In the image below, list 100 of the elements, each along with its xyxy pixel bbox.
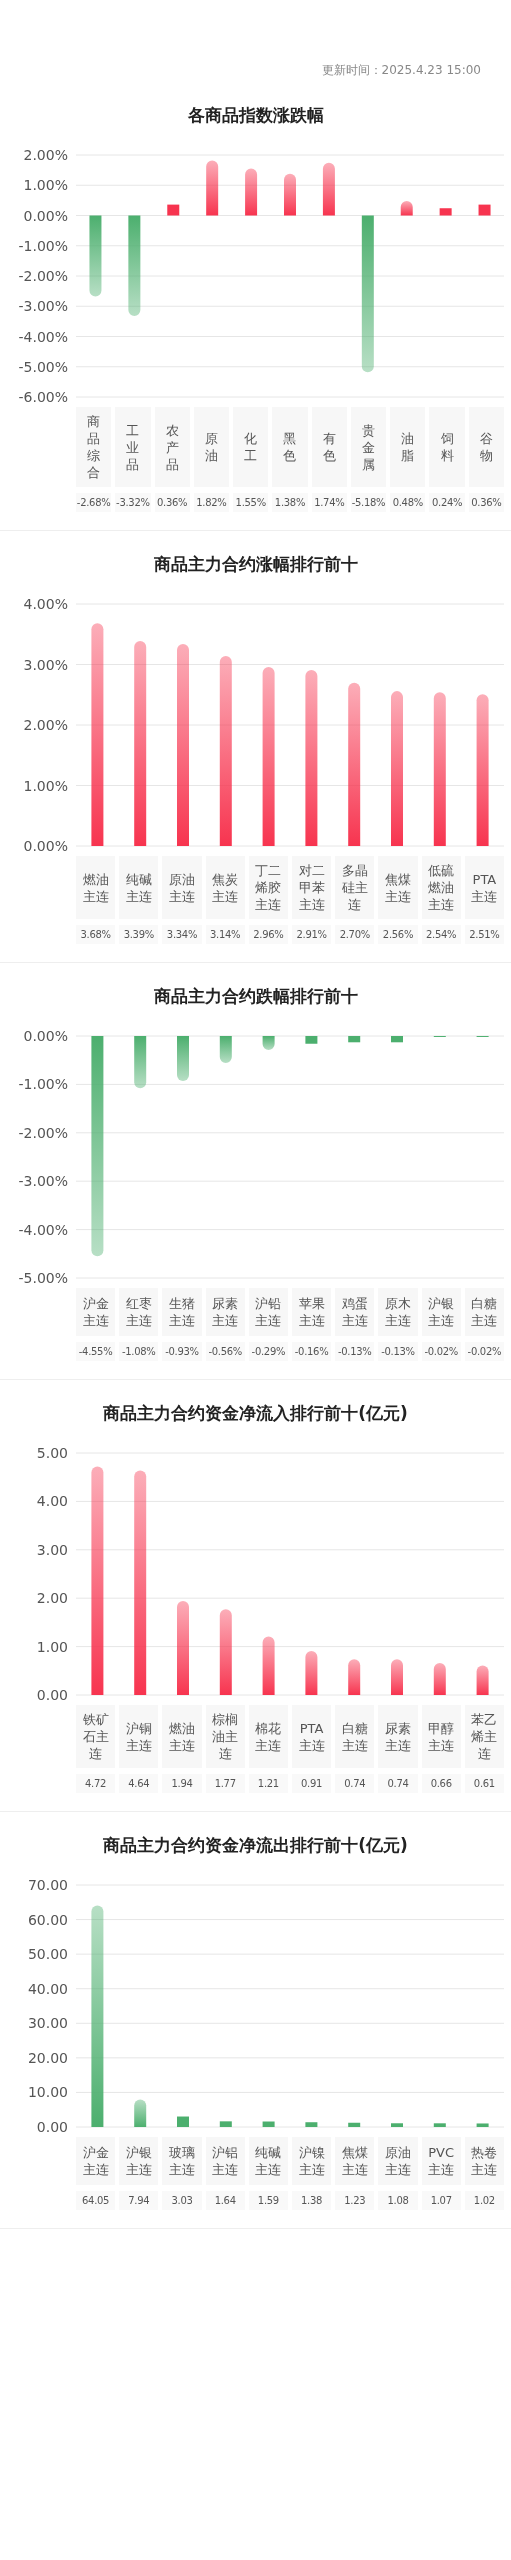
data-label: 4.64 xyxy=(119,1774,159,1793)
x-tick-label: 沪铝主连 xyxy=(205,2137,245,2185)
y-tick-label: 30.00 xyxy=(27,2015,68,2032)
x-tick-label: 沪银主连 xyxy=(421,1288,461,1336)
x-tick-label: 沪铅主连 xyxy=(248,1288,288,1336)
y-tick-label: -1.00% xyxy=(18,237,68,254)
y-tick-label: 0.00% xyxy=(23,1028,68,1044)
data-label: 0.24% xyxy=(429,493,465,512)
x-tick-label: 尿素主连 xyxy=(378,1705,418,1768)
x-tick-label: 燃油主连 xyxy=(162,1705,202,1768)
data-label: -5.18% xyxy=(350,493,387,512)
x-tick-label: 热卷主连 xyxy=(464,2137,504,2185)
x-tick-label: 谷物 xyxy=(468,407,504,487)
y-tick-label: -2.00% xyxy=(18,268,68,284)
y-tick-label: 40.00 xyxy=(27,1980,68,1997)
x-tick-label: 饲料 xyxy=(429,407,465,487)
x-tick-label: 沪金主连 xyxy=(76,2137,116,2185)
y-tick-label: -3.00% xyxy=(18,298,68,315)
x-tick-label: 尿素主连 xyxy=(205,1288,245,1336)
data-label: 2.91% xyxy=(292,925,332,944)
y-tick-label: 4.00 xyxy=(36,1493,68,1510)
data-label: -0.13% xyxy=(378,1342,418,1361)
y-tick-label: 3.00 xyxy=(36,1541,68,1558)
x-tick-label: 油脂 xyxy=(390,407,426,487)
y-tick-label: -5.00% xyxy=(18,1270,68,1286)
y-tick-label: 60.00 xyxy=(27,1911,68,1928)
x-tick-label: PVC主连 xyxy=(421,2137,461,2185)
x-tick-label: 原油主连 xyxy=(162,856,202,919)
y-tick-label: 10.00 xyxy=(27,2084,68,2101)
data-label: 1.02 xyxy=(464,2191,504,2210)
data-label: -0.29% xyxy=(248,1342,288,1361)
x-tick-label: 甲醇主连 xyxy=(421,1705,461,1768)
x-tick-label: 白糖主连 xyxy=(464,1288,504,1336)
x-tick-label: 纯碱主连 xyxy=(248,2137,288,2185)
x-tick-label: 多晶硅主连 xyxy=(335,856,375,919)
x-tick-label: 化工 xyxy=(233,407,269,487)
data-label: 0.74 xyxy=(378,1774,418,1793)
chart-title: 商品主力合约跌幅排行前十 xyxy=(152,985,359,1008)
data-label: 3.39% xyxy=(119,925,159,944)
data-label: -0.02% xyxy=(464,1342,504,1361)
x-tick-label: 苯乙烯主连 xyxy=(464,1705,504,1768)
y-tick-label: 0.00 xyxy=(36,2119,68,2135)
data-label: 0.36% xyxy=(468,493,504,512)
x-tick-label: 铁矿石主连 xyxy=(76,1705,116,1768)
x-tick-label: PTA主连 xyxy=(292,1705,332,1768)
x-tick-label: 棉花主连 xyxy=(248,1705,288,1768)
data-label: -0.93% xyxy=(162,1342,202,1361)
chart-title: 商品主力合约资金净流入排行前十(亿元) xyxy=(102,1402,409,1425)
x-tick-label: 苹果主连 xyxy=(292,1288,332,1336)
x-tick-label: PTA主连 xyxy=(464,856,504,919)
data-label: 0.36% xyxy=(154,493,190,512)
y-tick-label: -6.00% xyxy=(18,389,68,405)
data-label: 64.05 xyxy=(76,2191,116,2210)
x-tick-label: 对二甲苯主连 xyxy=(292,856,332,919)
y-tick-label: 1.00% xyxy=(23,777,68,794)
data-label: 4.72 xyxy=(76,1774,116,1793)
text: 更新时间：2025.4.23 15:00 xyxy=(320,62,482,79)
y-tick-label: 0.00% xyxy=(23,207,68,224)
x-tick-label: 焦煤主连 xyxy=(335,2137,375,2185)
x-tick-label: 贵金属 xyxy=(350,407,387,487)
data-label: 2.56% xyxy=(378,925,418,944)
x-tick-label: 原油主连 xyxy=(378,2137,418,2185)
y-tick-label: 2.00 xyxy=(36,1590,68,1607)
x-tick-label: 沪银主连 xyxy=(119,2137,159,2185)
x-tick-label: 有色 xyxy=(311,407,347,487)
x-tick-label: 黑色 xyxy=(272,407,308,487)
data-label: 1.38 xyxy=(292,2191,332,2210)
data-label: -0.02% xyxy=(421,1342,461,1361)
y-tick-label: 50.00 xyxy=(27,1946,68,1963)
data-label: -0.13% xyxy=(335,1342,375,1361)
data-label: -2.68% xyxy=(76,493,112,512)
data-label: 1.59 xyxy=(248,2191,288,2210)
data-label: 1.82% xyxy=(193,493,230,512)
data-label: 1.64 xyxy=(205,2191,245,2210)
y-tick-label: -4.00% xyxy=(18,328,68,345)
data-label: -0.56% xyxy=(205,1342,245,1361)
data-label: 1.38% xyxy=(272,493,308,512)
y-tick-label: -5.00% xyxy=(18,358,68,375)
data-label: -4.55% xyxy=(76,1342,116,1361)
y-tick-label: 70.00 xyxy=(27,1877,68,1893)
x-tick-label: 焦炭主连 xyxy=(205,856,245,919)
data-label: 0.74 xyxy=(335,1774,375,1793)
data-label: 1.94 xyxy=(162,1774,202,1793)
data-label: 7.94 xyxy=(119,2191,159,2210)
data-label: 2.70% xyxy=(335,925,375,944)
data-label: 2.54% xyxy=(421,925,461,944)
x-tick-label: 商品综合 xyxy=(76,407,112,487)
x-tick-label: 沪镍主连 xyxy=(292,2137,332,2185)
x-tick-label: 棕榈油主连 xyxy=(205,1705,245,1768)
y-tick-label: -4.00% xyxy=(18,1221,68,1238)
x-tick-label: 纯碱主连 xyxy=(119,856,159,919)
data-label: 0.91 xyxy=(292,1774,332,1793)
y-tick-label: 2.00% xyxy=(23,147,68,163)
x-tick-label: 沪金主连 xyxy=(76,1288,116,1336)
y-tick-label: -1.00% xyxy=(18,1076,68,1093)
data-label: 2.51% xyxy=(464,925,504,944)
x-tick-label: 白糖主连 xyxy=(335,1705,375,1768)
y-tick-label: 4.00% xyxy=(23,596,68,612)
data-label: 2.96% xyxy=(248,925,288,944)
y-tick-label: -2.00% xyxy=(18,1124,68,1141)
